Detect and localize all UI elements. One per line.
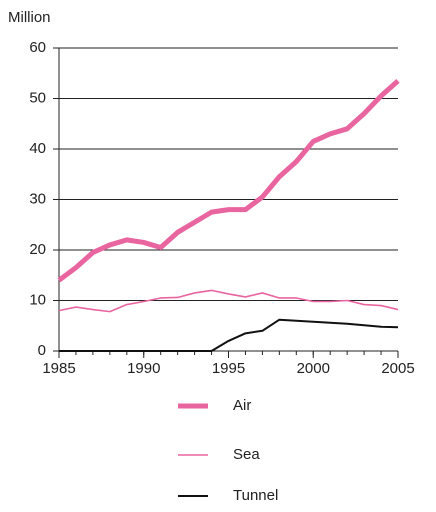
x-tick-label: 2000 — [297, 360, 330, 377]
y-tick-label: 40 — [29, 140, 46, 157]
y-tick-label: 10 — [29, 291, 46, 308]
x-tick-label: 1990 — [127, 360, 160, 377]
legend-label: Tunnel — [233, 487, 278, 504]
y-tick-label: 60 — [29, 39, 46, 56]
y-tick-label: 20 — [29, 241, 46, 258]
x-tick-label: 1985 — [42, 360, 75, 377]
x-tick-label: 1995 — [212, 360, 245, 377]
legend-label: Air — [233, 397, 251, 414]
x-tick-label: 2005 — [381, 360, 414, 377]
series-line — [58, 289, 399, 313]
series-line — [59, 318, 399, 352]
y-tick-label: 30 — [29, 190, 46, 207]
y-tick-label: 0 — [38, 342, 46, 359]
legend-label: Sea — [233, 446, 260, 463]
series-line — [57, 78, 400, 283]
y-tick-label: 50 — [29, 89, 46, 106]
y-axis-label: Million — [8, 9, 51, 26]
